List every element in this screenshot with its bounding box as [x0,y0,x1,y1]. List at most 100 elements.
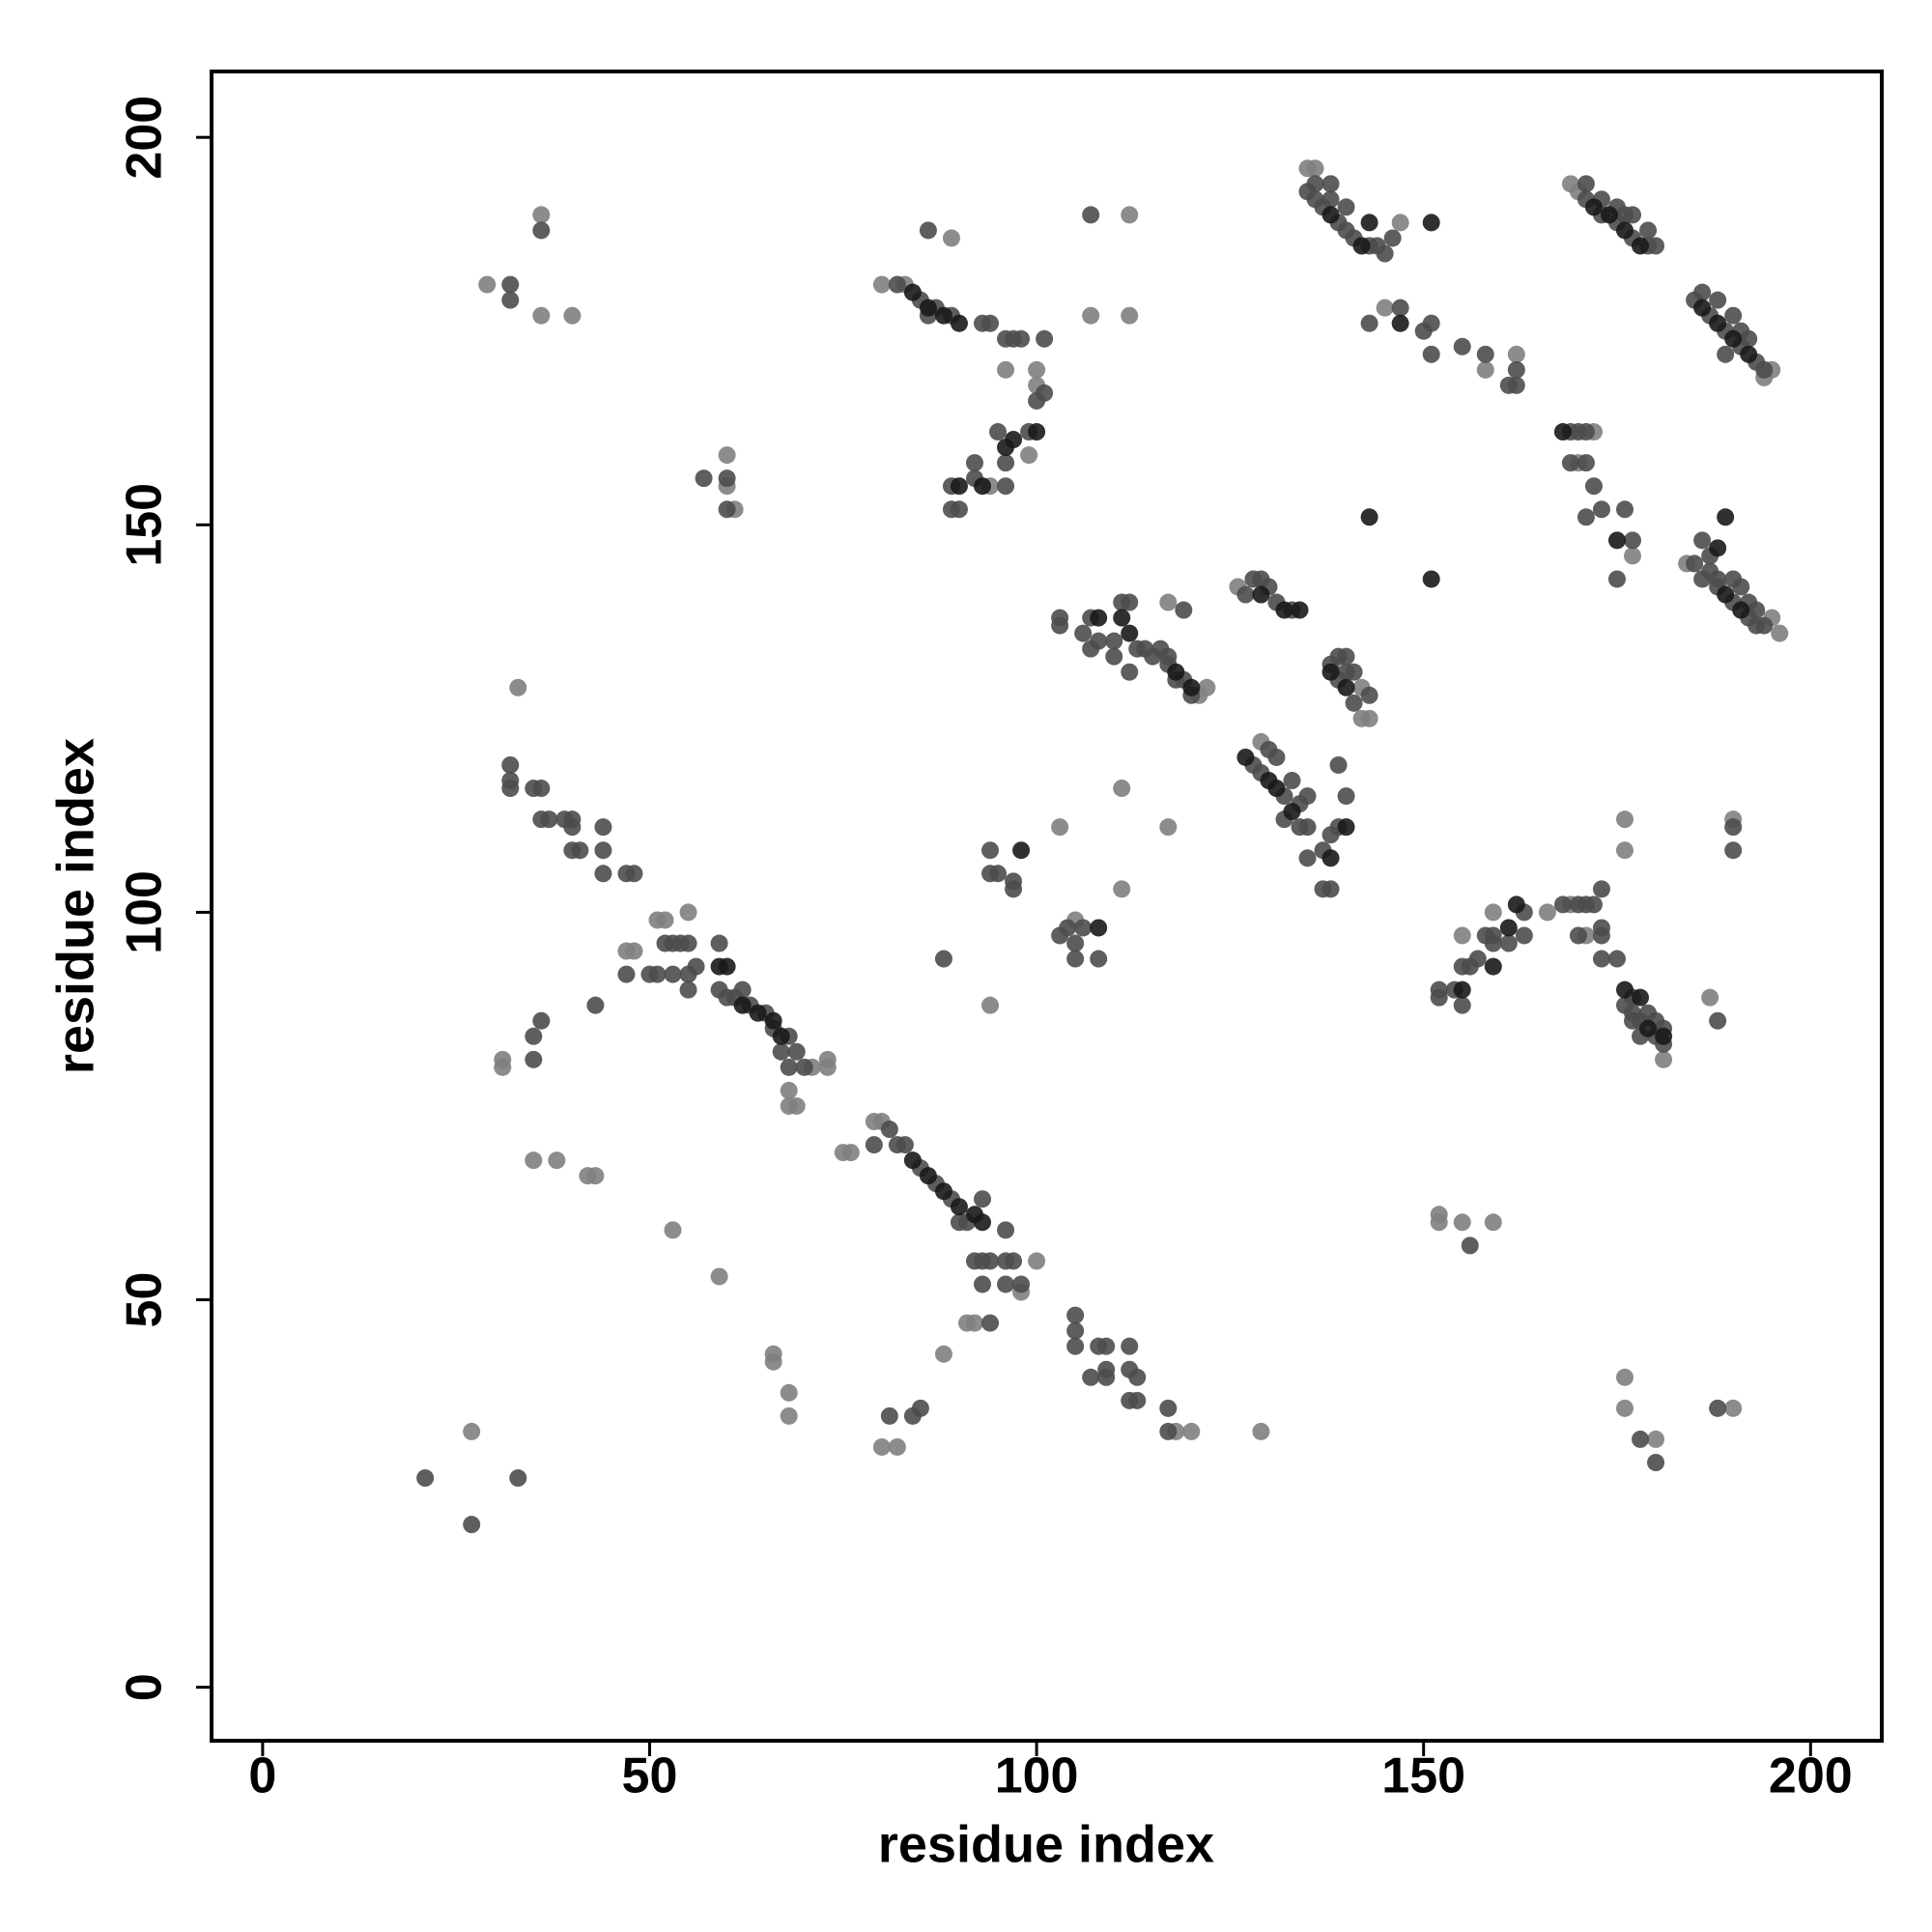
point [787,1096,806,1115]
point [1090,919,1108,937]
point [1128,1391,1147,1409]
point [1686,554,1704,573]
point [1028,1252,1046,1270]
point [1624,531,1642,550]
point [1430,988,1448,1007]
point [1391,314,1409,332]
point [1383,229,1402,247]
point [1717,508,1735,526]
point [1376,244,1394,263]
point [1484,934,1502,952]
point [718,957,736,976]
point [1036,329,1054,348]
point [1121,663,1139,681]
point [1755,616,1774,635]
point [1005,880,1023,898]
point [718,469,736,488]
point [548,1151,566,1170]
point [1291,601,1309,619]
x-tick-label: 50 [622,1748,678,1804]
point [950,477,968,496]
point [1376,298,1394,317]
point [895,1136,914,1154]
point [1082,1368,1100,1386]
point [501,780,520,798]
point [1306,159,1324,178]
point [1709,539,1727,557]
point [1113,880,1131,898]
point [563,306,582,325]
point [463,1422,481,1440]
point [718,500,736,519]
point [1066,950,1085,968]
point [934,950,952,968]
point [1616,500,1634,519]
point [1453,1213,1471,1232]
point [903,283,922,301]
point [1012,1275,1031,1293]
point [911,1399,929,1417]
point [1693,298,1712,317]
point [1584,477,1603,496]
point [1360,508,1378,526]
point [1616,1368,1634,1386]
point [1747,601,1766,619]
point [1616,810,1634,829]
point [509,678,527,696]
point [919,298,937,317]
point [1182,1422,1201,1440]
point [710,1267,728,1286]
point [934,306,952,325]
point [1507,376,1525,394]
point [1267,780,1286,798]
point [1012,329,1031,348]
point [1600,206,1618,224]
point [888,275,906,294]
point [1121,593,1139,611]
point [989,865,1008,883]
point [880,1121,898,1139]
point [1337,818,1355,837]
point [965,1314,983,1332]
point [1592,950,1610,968]
y-tick-label: 50 [117,1272,173,1328]
point [1059,919,1077,937]
point [974,1213,991,1232]
point [997,477,1015,496]
point [532,206,551,224]
point [664,1221,682,1239]
point [1709,1399,1727,1417]
point [1584,895,1603,914]
point [1097,1337,1116,1355]
point [1422,345,1440,363]
point [1159,593,1178,611]
point [780,1058,798,1076]
point [872,275,891,294]
point [1430,1213,1448,1232]
point [1632,1430,1650,1448]
point [494,1058,512,1076]
x-tick-label: 100 [995,1748,1079,1804]
point [1182,678,1201,696]
point [1236,748,1255,766]
point [934,1345,952,1363]
point [772,1027,790,1045]
point [780,1081,798,1099]
point [586,1167,605,1185]
point [1275,601,1293,619]
point [1732,578,1750,596]
point [997,1221,1015,1239]
point [1121,1337,1139,1355]
point [1507,360,1525,379]
point [1422,314,1440,332]
point [617,965,636,983]
point [1655,1027,1673,1045]
point [1453,926,1471,945]
point [501,291,520,309]
point [981,996,1000,1014]
point [1283,803,1301,821]
point [1360,686,1378,704]
point [1709,291,1727,309]
point [1028,423,1046,441]
